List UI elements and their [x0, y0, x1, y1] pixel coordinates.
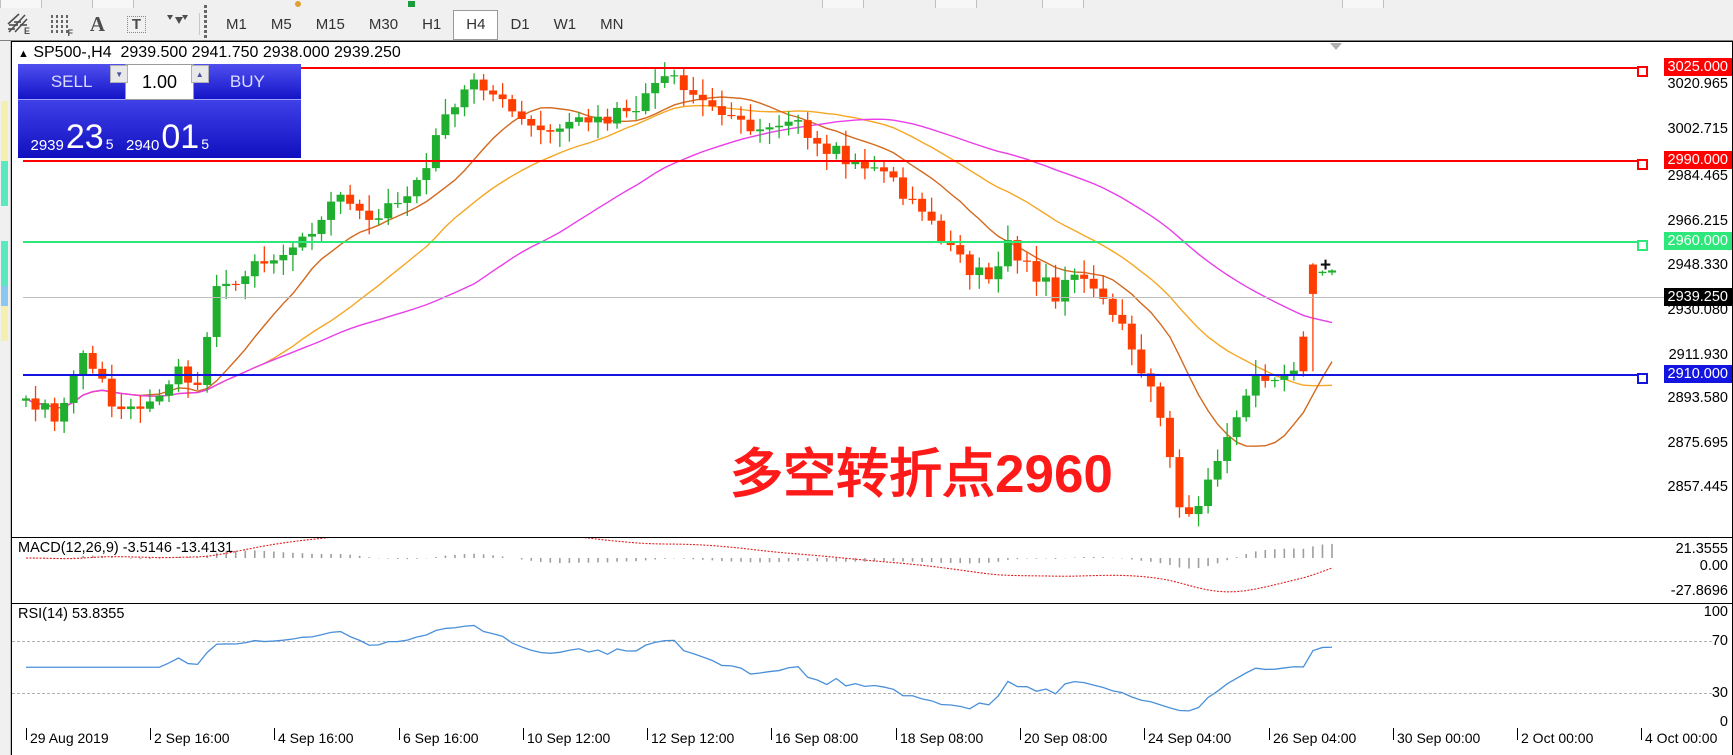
- svg-text:E: E: [24, 26, 30, 35]
